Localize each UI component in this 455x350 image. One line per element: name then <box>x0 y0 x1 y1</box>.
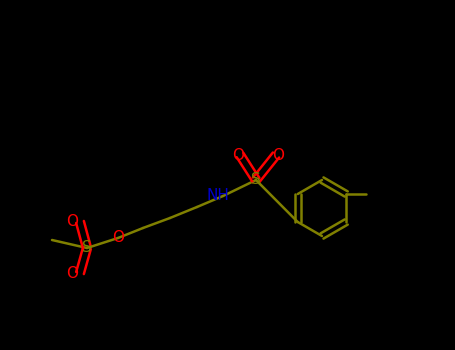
Text: S: S <box>82 240 92 256</box>
Text: O: O <box>66 266 78 280</box>
Text: O: O <box>232 147 244 162</box>
Text: NH: NH <box>207 189 229 203</box>
Text: S: S <box>251 173 261 188</box>
Text: O: O <box>272 147 284 162</box>
Text: O: O <box>112 231 124 245</box>
Text: O: O <box>66 215 78 230</box>
